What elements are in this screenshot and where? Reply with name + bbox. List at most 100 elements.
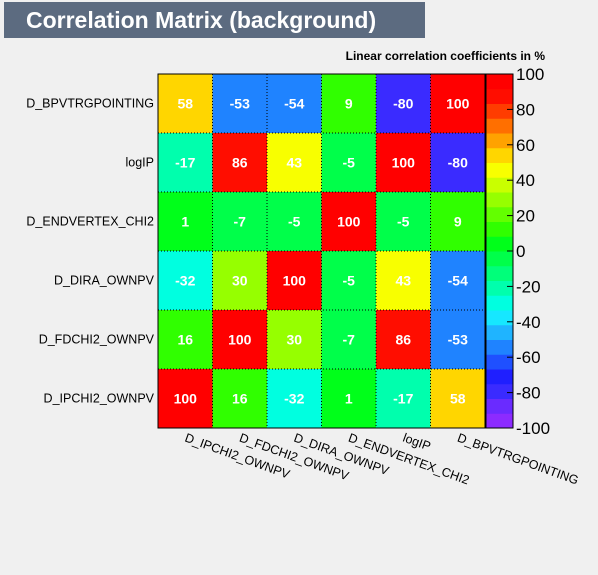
cell-value-label: -54	[284, 96, 304, 112]
cell-value-label: 100	[228, 332, 252, 348]
cell-value-label: 86	[395, 332, 411, 348]
heatmap-cell	[267, 192, 322, 251]
cell-value-label: -5	[343, 273, 356, 289]
chart-title: Linear correlation coefficients in %	[346, 49, 546, 63]
cell-value-label: -5	[397, 214, 410, 230]
cell-value-label: -7	[234, 214, 247, 230]
heatmap-cell	[212, 192, 267, 251]
colorbar-tick-label: 80	[516, 100, 535, 119]
cell-value-label: 9	[454, 214, 462, 230]
colorbar-tick-label: -60	[516, 348, 541, 367]
cell-value-label: -5	[343, 155, 356, 171]
heatmap-cell	[321, 133, 376, 192]
y-tick-label: logIP	[126, 156, 155, 170]
plot-frame	[157, 73, 486, 429]
cell-value-label: -54	[448, 273, 468, 289]
cell-value-label: 16	[177, 332, 193, 348]
heatmap-cell	[321, 369, 376, 428]
heatmap-cell	[430, 133, 485, 192]
colorbar-segment	[486, 88, 513, 104]
heatmap-cell	[267, 369, 322, 428]
colorbar-segment	[486, 398, 513, 414]
cell-value-label: 16	[232, 391, 248, 407]
cell-value-label: -5	[288, 214, 301, 230]
cell-value-label: 1	[181, 214, 189, 230]
colorbar-segment	[486, 74, 513, 90]
colorbar-tick-label: -100	[516, 419, 550, 438]
colorbar-segment	[486, 339, 513, 355]
cell-value-label: 100	[446, 96, 470, 112]
colorbar-tick-label: 20	[516, 207, 535, 226]
colorbar-tick-label: 100	[516, 65, 544, 84]
page-title: Correlation Matrix (background)	[4, 2, 425, 38]
colorbar-segment	[486, 295, 513, 311]
cell-value-label: 58	[177, 96, 193, 112]
heatmap-cell	[430, 192, 485, 251]
colorbar-segment	[486, 310, 513, 326]
heatmap-cell	[376, 133, 431, 192]
cell-value-label: -53	[230, 96, 250, 112]
cell-value-label: -80	[448, 155, 468, 171]
colorbar-tick-label: 0	[516, 242, 525, 261]
heatmap-cell	[212, 74, 267, 133]
cell-value-label: 9	[345, 96, 353, 112]
cell-value-label: 58	[450, 391, 466, 407]
cell-value-label: -17	[175, 155, 195, 171]
y-tick-label: D_IPCHI2_OWNPV	[44, 392, 155, 406]
cell-value-label: -32	[284, 391, 304, 407]
cell-value-label: -53	[448, 332, 468, 348]
heatmap-cell	[321, 251, 376, 310]
heatmap-cell	[267, 74, 322, 133]
colorbar-segment	[486, 236, 513, 252]
y-tick-label: D_DIRA_OWNPV	[54, 274, 155, 288]
cell-value-label: 30	[286, 332, 302, 348]
heatmap-cell	[430, 369, 485, 428]
heatmap-cell	[430, 74, 485, 133]
cell-value-label: 30	[232, 273, 248, 289]
colorbar-segment	[486, 413, 513, 429]
cell-value-label: -32	[175, 273, 195, 289]
colorbar-segment	[486, 221, 513, 237]
y-tick-label: D_ENDVERTEX_CHI2	[26, 215, 154, 229]
heatmap-cell	[158, 74, 213, 133]
colorbar-segment	[486, 265, 513, 281]
cell-value-label: 1	[345, 391, 353, 407]
colorbar-tick-label: -40	[516, 313, 541, 332]
heatmap-cell	[212, 251, 267, 310]
cell-value-label: 100	[283, 273, 307, 289]
heatmap-cell	[212, 133, 267, 192]
cell-value-label: 43	[286, 155, 302, 171]
colorbar-segment	[486, 354, 513, 370]
colorbar-segment	[486, 103, 513, 119]
cell-value-label: 100	[174, 391, 198, 407]
colorbar-segment	[486, 251, 513, 267]
colorbar-tick-label: 40	[516, 171, 535, 190]
cell-value-label: 43	[395, 273, 411, 289]
colorbar-tick-label: 60	[516, 136, 535, 155]
cell-value-label: 100	[392, 155, 416, 171]
heatmap-cell	[321, 74, 376, 133]
colorbar-segment	[486, 280, 513, 296]
heatmap-cell	[376, 369, 431, 428]
heatmap-cell	[158, 251, 213, 310]
heatmap-cell	[376, 74, 431, 133]
heatmap-cell	[267, 133, 322, 192]
cell-value-label: 86	[232, 155, 248, 171]
heatmap-cell	[158, 133, 213, 192]
colorbar-segment	[486, 133, 513, 149]
y-tick-label: D_BPVTRGPOINTING	[26, 97, 154, 111]
colorbar-segment	[486, 206, 513, 222]
y-tick-label: D_FDCHI2_OWNPV	[39, 333, 155, 347]
cell-value-label: -7	[343, 332, 356, 348]
colorbar-segment	[486, 147, 513, 163]
x-tick-label: D_BPVTRGPOINTING	[455, 431, 580, 488]
colorbar-tick-label: -80	[516, 384, 541, 403]
heatmap-cell	[212, 369, 267, 428]
colorbar-tick-label: -20	[516, 277, 541, 296]
colorbar-segment	[486, 177, 513, 193]
colorbar-segment	[486, 383, 513, 399]
colorbar-segment	[486, 192, 513, 208]
heatmap-cell	[376, 251, 431, 310]
heatmap-cell	[158, 192, 213, 251]
cell-value-label: 100	[337, 214, 361, 230]
